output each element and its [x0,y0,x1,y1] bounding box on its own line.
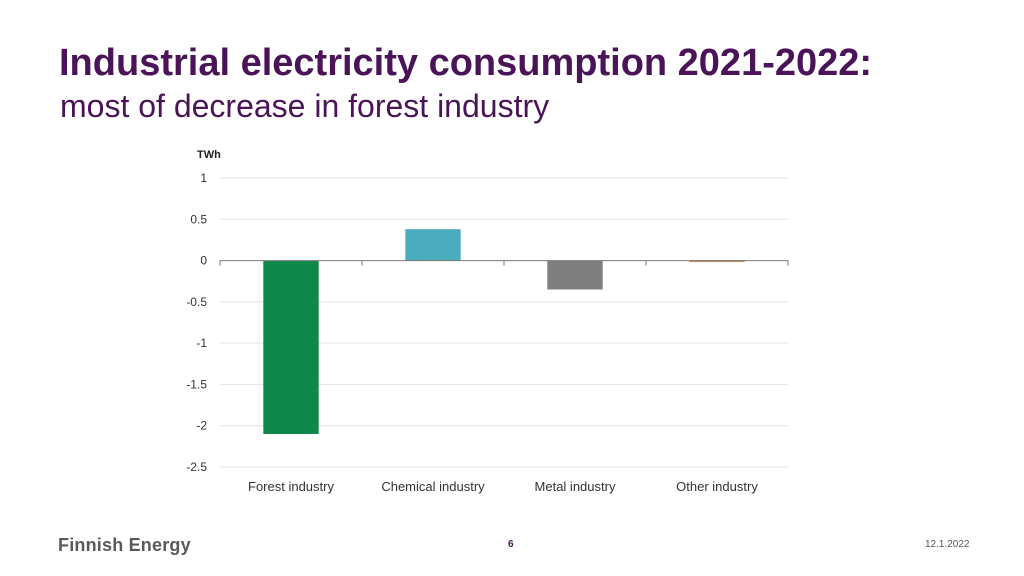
page-title: Industrial electricity consumption 2021-… [59,42,873,84]
y-tick-label: 0.5 [190,212,207,226]
y-tick-label: -0.5 [186,295,207,309]
y-tick-label: 1 [200,171,207,185]
page-subtitle: most of decrease in forest industry [60,88,550,124]
bar [405,229,461,261]
x-tick-label: Metal industry [535,479,616,494]
bar [547,260,603,290]
y-tick-label: -2.5 [186,460,207,474]
page-number: 6 [508,539,514,550]
x-tick-label: Forest industry [248,479,334,494]
y-tick-label: 0 [200,254,207,268]
y-tick-label: -2 [196,419,207,433]
bar [263,260,319,434]
y-tick-label: -1.5 [186,377,207,391]
x-tick-label: Chemical industry [381,479,485,494]
y-tick-label: -1 [196,336,207,350]
x-tick-label: Other industry [676,479,758,494]
slide-date: 12.1.2022 [925,539,970,550]
y-axis-unit-label: TWh [197,149,221,161]
finnish-energy-logo: Finnish Energy [58,535,191,555]
